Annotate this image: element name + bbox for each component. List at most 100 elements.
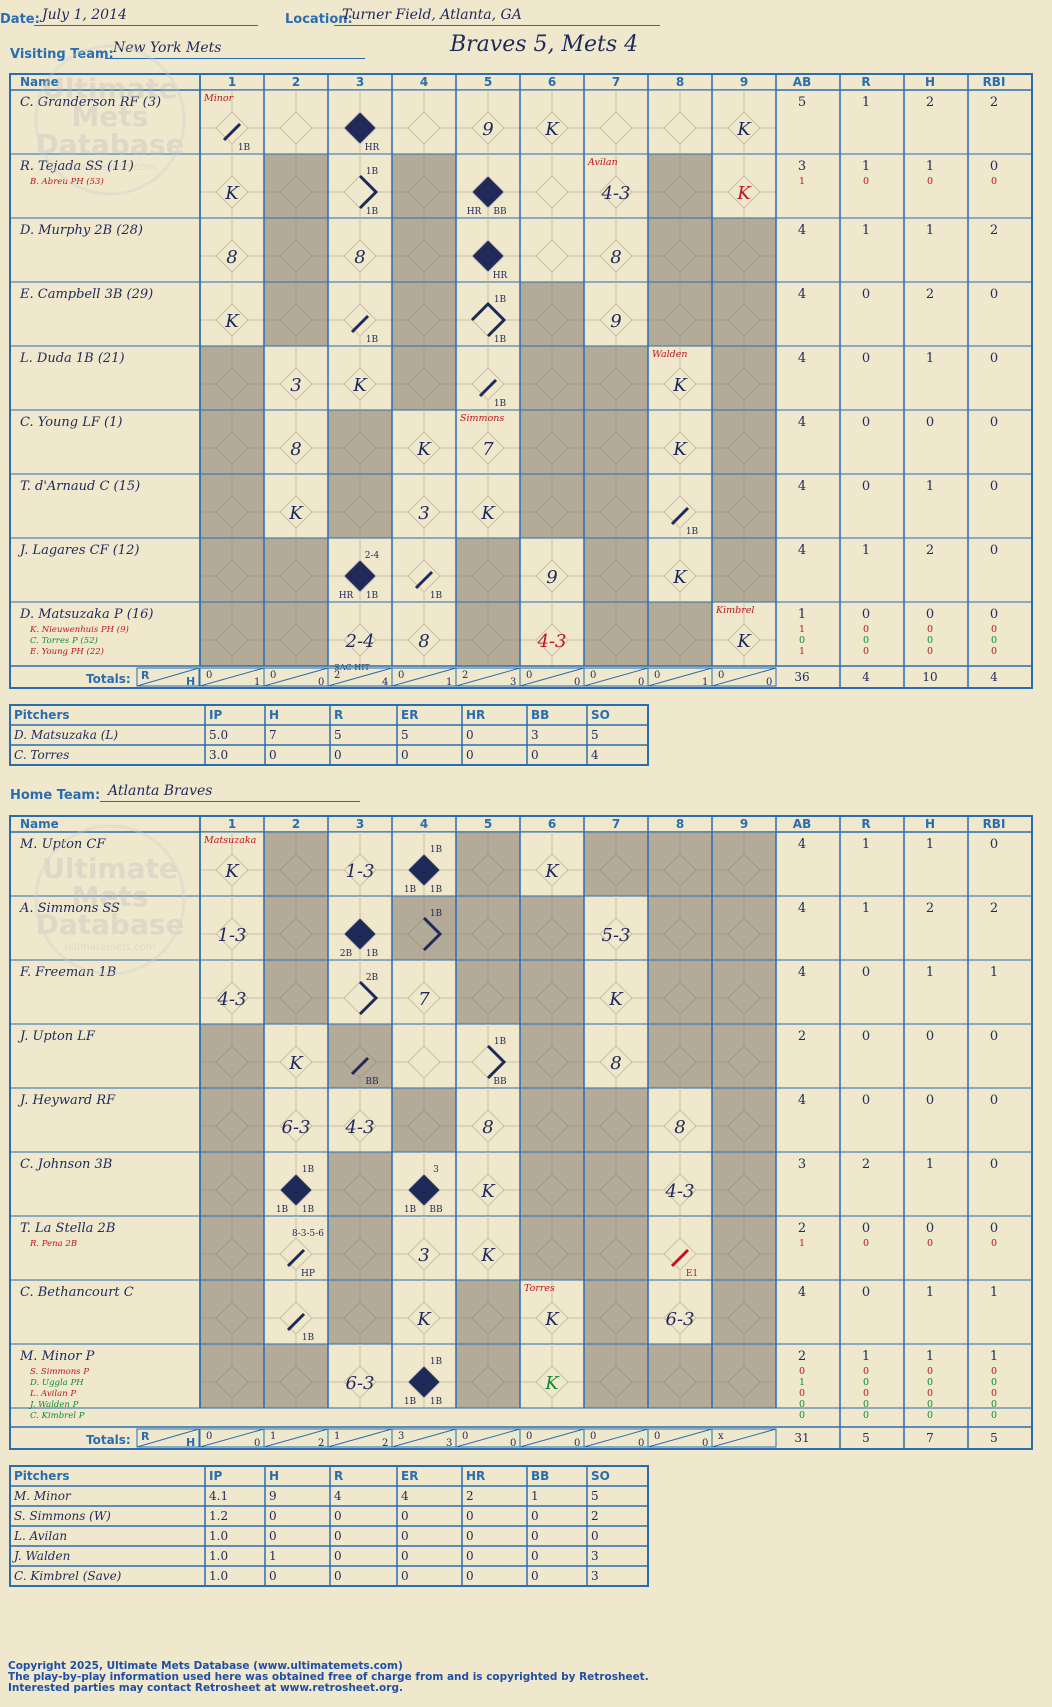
totals-slash (455, 667, 521, 687)
inning-hits: 0 (318, 677, 324, 688)
play-code: K (224, 311, 240, 332)
visiting-team-label: Visiting Team: (10, 47, 114, 62)
pitcher-stat: 0 (466, 748, 474, 762)
name-header: Name (20, 75, 59, 89)
play-top-label: 2B (366, 973, 379, 983)
diamond (471, 1237, 505, 1271)
play-code: 4-3 (665, 1181, 695, 1202)
inning-hits: 0 (574, 1438, 580, 1449)
stat-value: 1 (862, 95, 870, 110)
diamond (599, 1237, 633, 1271)
inning-header-6: 6 (548, 817, 556, 831)
totals-slash (263, 1428, 329, 1448)
diamond (215, 1301, 249, 1335)
inning-header-6: 6 (548, 75, 556, 89)
total-stat-value: 10 (922, 670, 937, 684)
sub-stat-value: 0 (991, 176, 997, 187)
pitcher-stat: 1 (269, 1549, 277, 1563)
stat-header-h: H (925, 75, 935, 89)
stat-value: 0 (926, 1221, 934, 1236)
totals-slash (391, 667, 457, 687)
diamond (535, 1301, 569, 1335)
pitcher-stat: 1 (531, 1489, 539, 1503)
diamond (663, 239, 697, 273)
sub-stat-value: 0 (991, 1399, 997, 1410)
sub-player-name: K. Nieuwenhuis PH (9) (29, 624, 129, 635)
game-title: Braves 5, Mets 4 (450, 32, 639, 57)
diamond (279, 1301, 313, 1335)
pitchers-header-so: SO (591, 1469, 610, 1483)
pitcher-stat: 2 (591, 1509, 599, 1523)
diamond (471, 559, 505, 593)
pitcher-stat: 0 (531, 1509, 539, 1523)
diamond (471, 1173, 505, 1207)
play-label: HR (493, 271, 508, 281)
diamond (663, 917, 697, 951)
play-label: BB (493, 1077, 507, 1087)
diamond (407, 1109, 441, 1143)
sub-stat-value: 0 (863, 624, 869, 635)
pitchers-border (9, 704, 649, 766)
diamond (599, 175, 633, 209)
inning-runs: 1 (270, 1431, 276, 1442)
pitchers-header-er: ER (401, 1469, 418, 1483)
run-scored-diamond (408, 854, 440, 886)
diamond (215, 303, 249, 337)
pitcher-stat: 3 (531, 728, 539, 742)
play-top-label: 1B (366, 167, 379, 177)
inning-hits: 0 (638, 677, 644, 688)
stat-value: 5 (798, 95, 806, 110)
play-label: 1B (430, 885, 443, 895)
base-path (350, 314, 370, 334)
inning-runs: 0 (654, 670, 660, 681)
pitcher-name: C. Torres (14, 748, 69, 762)
diamond (407, 111, 441, 145)
stat-value: 1 (926, 837, 934, 852)
total-stat-value: 4 (862, 670, 870, 684)
diamond (279, 1237, 313, 1271)
sub-player-name: C. Kimbrel P (30, 1411, 85, 1421)
total-stat-value: 7 (926, 1431, 934, 1445)
pitcher-stat: 5 (591, 728, 599, 742)
pitcher-change-note: Avilan (587, 157, 618, 168)
date-value: July 1, 2014 (34, 5, 258, 26)
base-path (670, 1248, 690, 1268)
base-path (422, 916, 443, 952)
diamond (215, 239, 249, 273)
sub-stat-value: 0 (991, 624, 997, 635)
pitcher-change-note: Kimbrel (715, 605, 754, 616)
diamond (215, 1045, 249, 1079)
diamond (663, 367, 697, 401)
sub-stat-value: 0 (799, 1399, 805, 1410)
inning-hits: 2 (382, 1438, 388, 1449)
stat-value: 1 (862, 223, 870, 238)
play-top-label: 1B (494, 1037, 507, 1047)
play-code: 2-4 (345, 631, 375, 652)
sub-player-name: E. Young PH (22) (29, 646, 104, 657)
play-code: 8 (674, 1117, 685, 1138)
diamond (535, 111, 569, 145)
sub-stat-value: 0 (799, 1388, 805, 1399)
diamond (215, 1173, 249, 1207)
stat-value: 0 (990, 1029, 998, 1044)
totals-slash (199, 667, 265, 687)
play-code: K (672, 567, 688, 588)
total-stat-value: 31 (794, 1431, 809, 1445)
diamond (535, 367, 569, 401)
play-code: 3 (418, 1245, 429, 1266)
totals-r-label: R (141, 1430, 150, 1443)
totals-slash (327, 667, 393, 687)
diamond (343, 1109, 377, 1143)
stat-value: 4 (798, 543, 806, 558)
stat-value: 1 (862, 543, 870, 558)
stat-value: 4 (798, 223, 806, 238)
stat-value: 1 (862, 901, 870, 916)
diamond (663, 175, 697, 209)
pitcher-name: L. Avilan (13, 1529, 67, 1543)
inning-runs: 0 (526, 1431, 532, 1442)
diamond (599, 431, 633, 465)
pitcher-stat: 7 (269, 728, 277, 742)
play-code: 4-3 (601, 183, 631, 204)
stat-value: 2 (798, 1349, 806, 1364)
inning-header-5: 5 (484, 817, 492, 831)
